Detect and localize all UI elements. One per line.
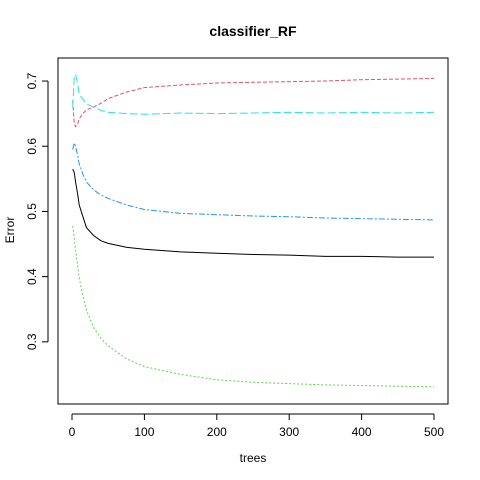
x-tick-label: 100 xyxy=(134,425,154,439)
x-tick-label: 400 xyxy=(352,425,372,439)
plot-frame xyxy=(57,57,449,405)
x-tick-label: 0 xyxy=(69,425,76,439)
x-axis-label: trees xyxy=(240,451,267,465)
series-layer xyxy=(72,72,435,388)
y-axis-label: Error xyxy=(3,217,17,244)
y-tick-label: 0.3 xyxy=(25,333,39,350)
series-line-2 xyxy=(72,77,435,128)
series-line-3 xyxy=(72,225,435,388)
x-tick-label: 500 xyxy=(424,425,444,439)
chart-title: classifier_RF xyxy=(209,23,297,39)
axes-layer: 0 100 200 300 400 500 0.3 0.4 0.5 0.6 0.7 xyxy=(25,72,444,439)
series-line-1 xyxy=(72,168,434,258)
y-tick-label: 0.7 xyxy=(25,72,39,89)
y-tick-label: 0.5 xyxy=(25,203,39,220)
y-tick-label: 0.6 xyxy=(25,138,39,155)
series-line-5 xyxy=(72,72,435,115)
x-tick-label: 200 xyxy=(207,425,227,439)
x-tick-label: 300 xyxy=(279,425,299,439)
series-line-4 xyxy=(72,141,435,221)
y-tick-label: 0.4 xyxy=(25,268,39,285)
